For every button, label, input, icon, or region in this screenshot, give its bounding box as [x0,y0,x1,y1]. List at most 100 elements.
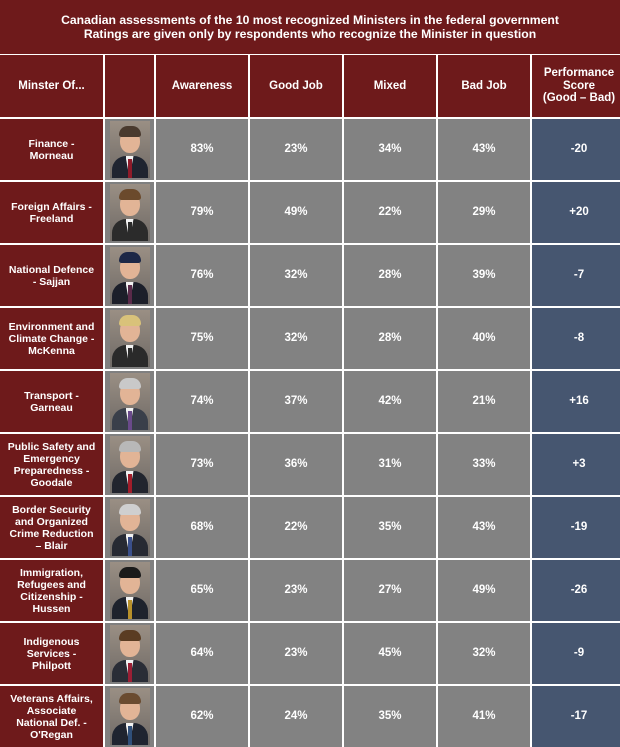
minister-name-line: Philpott [31,659,72,672]
performance-header-line: Performance [543,67,615,80]
minister-photo-cell [105,371,154,432]
minister-name-line: Transport - [24,389,79,402]
minister-name-line: Public Safety and [7,440,96,453]
ministers-table: Minster Of... Awareness Good Job Mixed B… [0,55,620,747]
good-job-cell: 32% [250,308,342,369]
bad-job-cell: 49% [438,560,530,621]
mixed-cell: 28% [344,308,436,369]
awareness-cell: 79% [156,182,248,243]
minister-photo-cell [105,434,154,495]
minister-name-cell: Foreign Affairs - Freeland [0,182,103,243]
column-header-photo [105,55,154,117]
minister-name-cell: National Defence - Sajjan [0,245,103,306]
column-header-awareness: Awareness [156,55,248,117]
minister-name-line: Climate Change - [8,332,95,345]
title-line-2: Ratings are given only by respondents wh… [83,27,537,41]
mixed-cell: 31% [344,434,436,495]
minister-name-line: Associate [26,704,77,717]
performance-score-cell: +20 [532,182,620,243]
minister-photo-cell [105,686,154,747]
portrait-icon [109,121,150,178]
mixed-cell: 35% [344,497,436,558]
minister-name-cell: Public Safety and Emergency Preparedness -… [0,434,103,495]
column-header-minister: Minster Of... [0,55,103,117]
minister-photo-cell [105,497,154,558]
bad-job-cell: 43% [438,119,530,180]
good-job-cell: 32% [250,245,342,306]
minister-name-line: - Sajjan [32,275,71,288]
minister-name-cell: Border Security and Organized Crime Reduct… [0,497,103,558]
performance-score-cell: -17 [532,686,620,747]
awareness-cell: 65% [156,560,248,621]
minister-name-line: Hussen [32,602,71,615]
minister-name-cell: Indigenous Services - Philpott [0,623,103,684]
bad-job-cell: 33% [438,434,530,495]
chart-title: Canadian assessments of the 10 most reco… [0,0,620,54]
minister-name-line: Foreign Affairs - [11,200,92,213]
bad-job-cell: 41% [438,686,530,747]
minister-name-line: – Blair [35,539,68,552]
minister-name-line: McKenna [28,344,75,357]
awareness-cell: 75% [156,308,248,369]
performance-header-line: (Good – Bad) [542,92,616,105]
portrait-icon [109,184,150,241]
performance-score-cell: -26 [532,560,620,621]
minister-name-line: Citizenship - [20,590,83,603]
minister-name-line: Border Security [12,503,91,516]
minister-name-line: National Def. - [16,716,87,729]
awareness-cell: 68% [156,497,248,558]
minister-name-cell: Transport - Garneau [0,371,103,432]
minister-photo-cell [105,623,154,684]
minister-name-line: Emergency [23,452,80,465]
mixed-cell: 34% [344,119,436,180]
awareness-cell: 64% [156,623,248,684]
portrait-icon [109,310,150,367]
minister-photo-cell [105,245,154,306]
good-job-cell: 23% [250,623,342,684]
mixed-cell: 42% [344,371,436,432]
minister-name-line: Environment and [8,320,95,333]
good-job-cell: 49% [250,182,342,243]
minister-photo-cell [105,182,154,243]
column-header-good-job: Good Job [250,55,342,117]
column-header-mixed: Mixed [344,55,436,117]
bad-job-cell: 21% [438,371,530,432]
performance-score-cell: -7 [532,245,620,306]
good-job-cell: 22% [250,497,342,558]
minister-name-cell: Environment and Climate Change - McKenna [0,308,103,369]
portrait-icon [109,688,150,745]
portrait-icon [109,499,150,556]
minister-photo-cell [105,308,154,369]
performance-header-line: Score [563,79,595,92]
awareness-cell: 74% [156,371,248,432]
column-header-bad-job: Bad Job [438,55,530,117]
awareness-cell: 73% [156,434,248,495]
mixed-cell: 35% [344,686,436,747]
minister-name-line: Veterans Affairs, [10,692,93,705]
performance-score-cell: -20 [532,119,620,180]
minister-name-cell: Veterans Affairs, Associate National Def. … [0,686,103,747]
mixed-cell: 28% [344,245,436,306]
minister-name-line: Immigration, [19,566,83,579]
minister-name-line: Crime Reduction [9,527,94,540]
minister-name-line: O'Regan [30,728,73,741]
bad-job-cell: 29% [438,182,530,243]
column-header-performance-score: Performance Score (Good – Bad) [532,55,620,117]
performance-score-cell: -8 [532,308,620,369]
performance-score-cell: +16 [532,371,620,432]
performance-score-cell: +3 [532,434,620,495]
bad-job-cell: 39% [438,245,530,306]
minister-name-line: Freeland [29,212,74,225]
awareness-cell: 62% [156,686,248,747]
minister-photo-cell [105,560,154,621]
good-job-cell: 24% [250,686,342,747]
bad-job-cell: 40% [438,308,530,369]
mixed-cell: 22% [344,182,436,243]
awareness-cell: 76% [156,245,248,306]
minister-name-line: Preparedness - [13,464,90,477]
awareness-cell: 83% [156,119,248,180]
bad-job-cell: 43% [438,497,530,558]
performance-score-cell: -19 [532,497,620,558]
good-job-cell: 23% [250,119,342,180]
performance-score-cell: -9 [532,623,620,684]
